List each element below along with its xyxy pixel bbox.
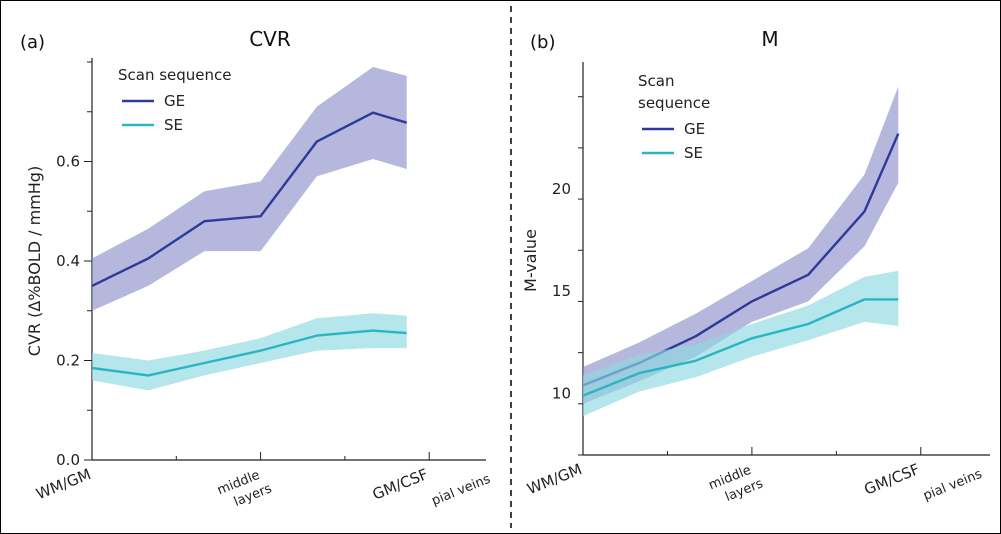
legend: Scan sequence GE SE [118, 66, 232, 134]
legend-title-line: sequence [638, 94, 710, 112]
y-tick-label: 0.2 [56, 352, 80, 370]
panel-cvr: (a) CVR 0.0 0.2 0.4 0.6 CVR (Δ%BOLD / mmHg) WM/… [20, 27, 493, 514]
x-category-label: GM/CSF [370, 465, 431, 504]
panel-letter: (a) [20, 32, 45, 53]
x-category-label: middlelayers [215, 465, 274, 514]
confidence-band-ge [92, 67, 407, 311]
legend-entry-se: SE [164, 116, 183, 134]
x-category-label-line: GM/CSF [862, 460, 923, 499]
panel-title: M [761, 27, 778, 51]
y-axis-title: CVR (Δ%BOLD / mmHg) [25, 166, 44, 356]
y-tick-label: 20 [552, 180, 571, 198]
x-category-label: GM/CSF [862, 460, 923, 499]
x-extra-label: pial veins [430, 472, 493, 509]
y-tick-label: 0.6 [56, 153, 80, 171]
series-line-se [91, 329, 407, 377]
legend-entry-se: SE [684, 144, 703, 162]
legend-entry-ge: GE [164, 92, 185, 110]
y-tick-label: 15 [552, 282, 571, 300]
series-line-ge [91, 111, 408, 287]
x-category-label-line: WM/GM [525, 460, 585, 498]
x-category-label: WM/GM [525, 460, 585, 498]
y-axis-title: M-value [521, 229, 540, 292]
y-tick-label: 0.0 [56, 451, 80, 469]
legend-title: Scan sequence [118, 66, 232, 84]
legend: Scan sequence GE SE [638, 72, 710, 162]
legend-entry-ge: GE [684, 120, 705, 138]
legend-title-line: Scan [638, 72, 674, 90]
x-extra-label: pial veins [921, 467, 984, 504]
x-category-label-line: WM/GM [34, 465, 94, 503]
x-category-label-line: GM/CSF [370, 465, 431, 504]
y-tick-label: 0.4 [56, 252, 80, 270]
confidence-band-se [92, 313, 407, 391]
x-category-label: middlelayers [707, 460, 766, 509]
x-category-label: WM/GM [34, 465, 94, 503]
panel-letter: (b) [530, 32, 555, 53]
y-tick-label: 10 [552, 385, 571, 403]
panel-m: (b) M 10 15 20 M-value WM/GM middlelayers GM/CSF… [521, 27, 990, 509]
panel-title: CVR [249, 27, 291, 51]
